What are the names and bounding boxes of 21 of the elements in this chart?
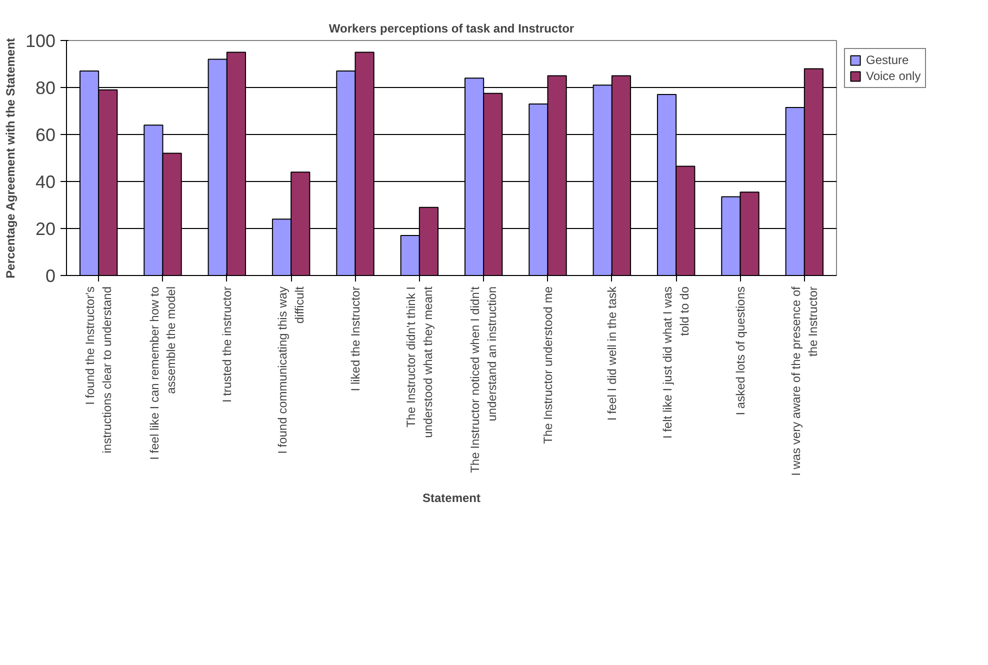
x-tick-label: I was very aware of the presence of the Instructor <box>789 286 820 476</box>
y-tick-label: 40 <box>35 172 56 192</box>
y-tick-label: 100 <box>25 31 56 51</box>
y-tick-label: 80 <box>35 78 56 98</box>
x-tick-label: The Instructor understood me <box>540 286 555 444</box>
x-tick-label: I feel I did well in the task <box>604 286 619 421</box>
x-tick-label: I asked lots of questions <box>733 286 748 416</box>
x-tick-label: I liked the Instructor <box>348 286 362 392</box>
x-tick-label: I found communicating this way difficult <box>276 286 306 454</box>
y-tick-label: 0 <box>45 266 56 286</box>
y-tick-label: 20 <box>35 219 56 239</box>
x-tick-label: I felt like I just did what I was told to do <box>660 286 692 439</box>
legend-label: Gesture <box>866 53 909 67</box>
x-tick-label: I feel like I can remember how to assemble the model <box>147 286 178 460</box>
y-tick-label: 60 <box>35 125 56 145</box>
x-axis-title: Statement <box>422 490 481 505</box>
x-tick-label: I found the Instructor's instructions clear to understand <box>83 286 114 454</box>
y-axis-title: Percentage Agreement with the Statement <box>3 38 18 278</box>
legend-label: Voice only <box>866 69 921 83</box>
chart-title: Workers perceptions of task and Instructor <box>328 22 574 36</box>
x-tick-label: I trusted the instructor <box>220 286 234 403</box>
